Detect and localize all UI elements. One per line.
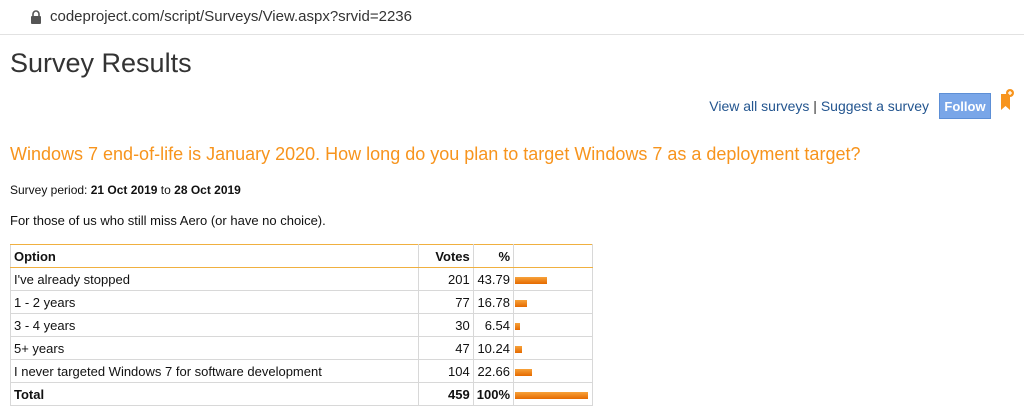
- percent: 10.24: [472, 336, 515, 360]
- header-row: Option Votes%: [10, 244, 593, 268]
- percent: 16.78: [472, 290, 515, 314]
- survey-question: Windows 7 end-of-life is January 2020. H…: [10, 144, 861, 164]
- column-header: Votes: [417, 244, 474, 268]
- bar-cell: [513, 382, 593, 406]
- percent: 43.79: [472, 267, 515, 291]
- option: Total: [10, 382, 419, 406]
- follow-button[interactable]: Follow: [939, 93, 991, 119]
- survey-description: For those of us who still miss Aero (or …: [10, 213, 326, 228]
- percent-bar: [515, 276, 547, 284]
- votes: 459: [417, 382, 474, 406]
- url[interactable]: codeproject.com/script/Surveys/View.aspx…: [50, 8, 412, 25]
- date: 21 Oct 2019: [90, 183, 158, 197]
- lock-icon: [31, 10, 41, 24]
- date: 28 Oct 2019: [174, 183, 241, 197]
- percent: 22.66: [472, 359, 515, 383]
- option: 3 - 4 years: [10, 313, 419, 337]
- row: 1 - 2 years 77 16.78: [10, 290, 593, 314]
- label: Survey period:: [10, 183, 88, 197]
- votes: 201: [417, 267, 474, 291]
- votes: 77: [417, 290, 474, 314]
- bar-cell: [513, 336, 593, 360]
- row: I never targeted Windows 7 for software …: [10, 359, 593, 383]
- bar-cell: [513, 313, 593, 337]
- nav-links: View all surveys | Suggest a survey: [709, 98, 929, 114]
- row: 3 - 4 years 30 6.54: [10, 313, 593, 337]
- row: 5+ years 47 10.24: [10, 336, 593, 360]
- survey-period: Survey period: 21 Oct 2019 to 28 Oct 201…: [10, 183, 241, 197]
- option: I never targeted Windows 7 for software …: [10, 359, 419, 383]
- bar-header: [513, 244, 593, 268]
- percent-bar: [515, 299, 528, 307]
- votes: 47: [417, 336, 474, 360]
- label: to: [160, 183, 171, 197]
- option: 5+ years: [10, 336, 419, 360]
- page-title: Survey Results: [10, 48, 192, 78]
- option: 1 - 2 years: [10, 290, 419, 314]
- percent-bar: [515, 322, 520, 330]
- results-table: Option Votes% I've already stopped 201 43.79…: [10, 244, 593, 406]
- bar-cell: [513, 359, 593, 383]
- link[interactable]: View all surveys: [709, 98, 810, 114]
- percent-bar: [515, 391, 588, 399]
- column-header: %: [472, 244, 515, 268]
- separator: |: [813, 98, 817, 114]
- percent: 100%: [472, 382, 515, 406]
- percent: 6.54: [472, 313, 515, 337]
- address-bar[interactable]: codeproject.com/script/Surveys/View.aspx…: [0, 0, 1024, 35]
- percent-bar: [515, 368, 532, 376]
- bar-cell: [513, 267, 593, 291]
- row: I've already stopped 201 43.79: [10, 267, 593, 291]
- bar-cell: [513, 290, 593, 314]
- link[interactable]: Suggest a survey: [820, 98, 929, 114]
- row: Total 459 100%: [10, 382, 593, 406]
- option: I've already stopped: [10, 267, 419, 291]
- bookmark-icon[interactable]: [999, 88, 1015, 112]
- votes: 104: [417, 359, 474, 383]
- votes: 30: [417, 313, 474, 337]
- percent-bar: [515, 345, 523, 353]
- column-header: Option: [10, 244, 419, 268]
